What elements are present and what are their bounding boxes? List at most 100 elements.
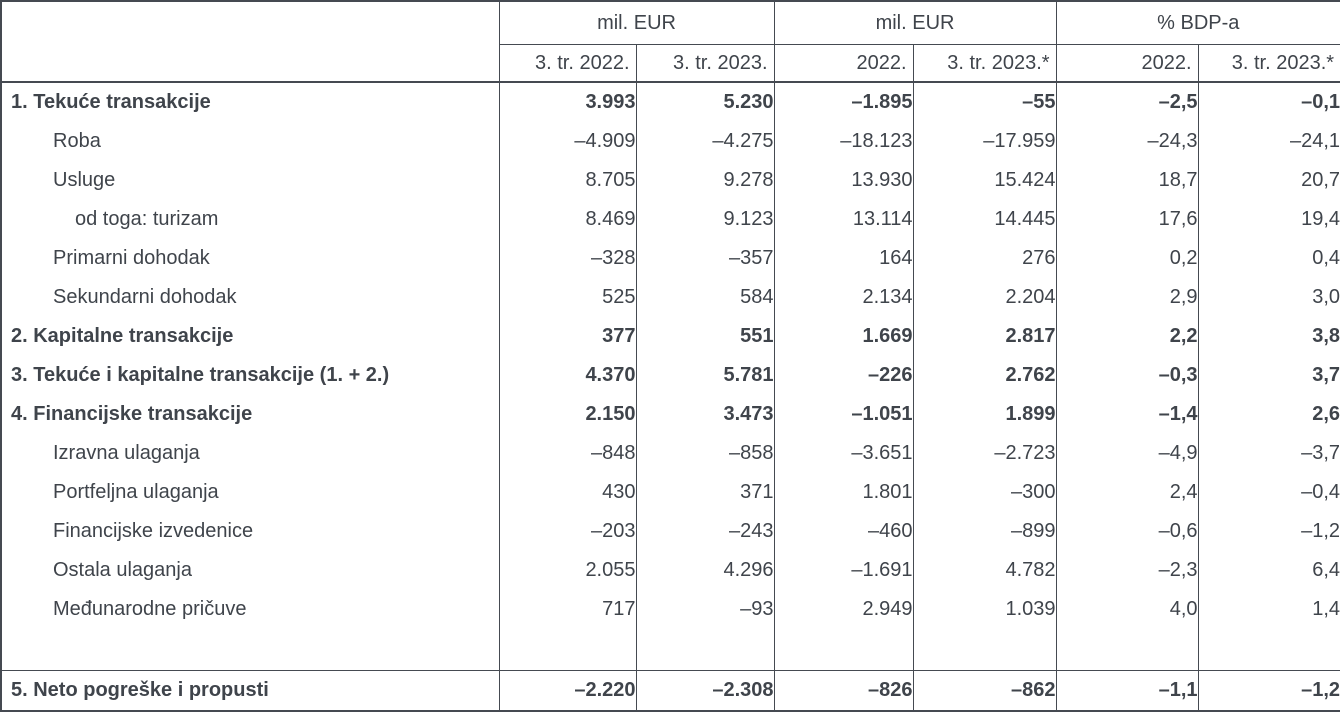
value-cell: 8.705 [498,161,636,200]
value-cell: 3.993 [498,82,636,122]
table-row [1,629,1340,671]
value-cell: –2.220 [498,670,636,711]
value-cell: –1,2 [1197,512,1340,551]
value-cell: 584 [635,278,775,317]
value-cell: 2,2 [1055,317,1199,356]
value-cell: –3,7 [1197,434,1340,473]
value-cell: 2,9 [1055,278,1199,317]
row-label [1,629,499,671]
value-cell: –862 [912,670,1057,711]
value-cell: –300 [912,473,1057,512]
value-cell [773,629,914,671]
value-cell: 3,0 [1197,278,1340,317]
value-cell: –1,1 [1055,670,1199,711]
value-cell: –1.051 [773,395,914,434]
value-cell: 5.781 [635,356,775,395]
value-cell: –18.123 [773,122,914,161]
value-cell: 18,7 [1055,161,1199,200]
value-cell: 1.669 [773,317,914,356]
value-cell: 0,4 [1197,239,1340,278]
value-cell: 8.469 [498,200,636,239]
value-cell: –55 [912,82,1057,122]
value-cell: 2,4 [1055,473,1199,512]
row-label: Sekundarni dohodak [53,286,237,308]
value-cell: –1,4 [1055,395,1199,434]
table-row: Usluge 8.705 9.278 13.930 15.424 18,7 20… [1,161,1340,200]
row-label: Primarni dohodak [53,247,210,269]
value-cell: 4.370 [498,356,636,395]
value-cell: –4,9 [1055,434,1199,473]
table-row: Roba –4.909 –4.275 –18.123 –17.959 –24,3… [1,122,1340,161]
table-row: Ostala ulaganja 2.055 4.296 –1.691 4.782… [1,551,1340,590]
value-cell [912,629,1057,671]
table-row: Sekundarni dohodak 525 584 2.134 2.204 2… [1,278,1340,317]
value-cell: –0,4 [1197,473,1340,512]
table-row: Međunarodne pričuve 717 –93 2.949 1.039 … [1,590,1340,629]
value-cell: 1.039 [912,590,1057,629]
value-cell: 276 [912,239,1057,278]
value-cell: 430 [498,473,636,512]
table-row: Financijske izvedenice –203 –243 –460 –8… [1,512,1340,551]
value-cell: 15.424 [912,161,1057,200]
row-label: Izravna ulaganja [53,442,200,464]
subheader-q3-2023-star-pct-bdp: 3. tr. 2023.* [1197,44,1340,83]
value-cell: 2.204 [912,278,1057,317]
value-cell: –2,3 [1055,551,1199,590]
header-group-mil-eur-cumulative: mil. EUR [773,1,1057,45]
subheader-2022-mil-eur: 2022. [773,44,914,83]
row-label: Portfeljna ulaganja [53,481,219,503]
value-cell: 4.296 [635,551,775,590]
value-cell: 17,6 [1055,200,1199,239]
value-cell: 2.150 [498,395,636,434]
value-cell: –0,3 [1055,356,1199,395]
table-row: 2. Kapitalne transakcije 377 551 1.669 2… [1,317,1340,356]
value-cell: 3,8 [1197,317,1340,356]
table-row: 1. Tekuće transakcije 3.993 5.230 –1.895… [1,82,1340,122]
header-subheader-row: 3. tr. 2022. 3. tr. 2023. 2022. 3. tr. 2… [1,44,1340,83]
value-cell: –2.723 [912,434,1057,473]
value-cell: –2.308 [635,670,775,711]
value-cell: –24,3 [1055,122,1199,161]
value-cell: –226 [773,356,914,395]
value-cell: 164 [773,239,914,278]
subheader-2022-pct-bdp: 2022. [1055,44,1199,83]
row-label: Ostala ulaganja [53,559,192,581]
value-cell: 551 [635,317,775,356]
value-cell: 377 [498,317,636,356]
header-group-mil-eur-quarter: mil. EUR [498,1,775,45]
value-cell: 2.949 [773,590,914,629]
row-label: Međunarodne pričuve [53,598,247,620]
row-label: 4. Financijske transakcije [11,403,253,425]
table-row: 5. Neto pogreške i propusti –2.220 –2.30… [1,670,1340,711]
value-cell: 717 [498,590,636,629]
value-cell: –203 [498,512,636,551]
value-cell: 4,0 [1055,590,1199,629]
value-cell: 5.230 [635,82,775,122]
value-cell: –4.275 [635,122,775,161]
value-cell [635,629,775,671]
value-cell: 2.055 [498,551,636,590]
row-label: Financijske izvedenice [53,520,254,542]
value-cell: 9.278 [635,161,775,200]
value-cell: –328 [498,239,636,278]
row-label: 3. Tekuće i kapitalne transakcije (1. + … [11,364,390,386]
value-cell: 9.123 [635,200,775,239]
value-cell: –2,5 [1055,82,1199,122]
row-label: Usluge [53,169,116,191]
value-cell: 1.801 [773,473,914,512]
value-cell: –357 [635,239,775,278]
value-cell: –460 [773,512,914,551]
value-cell: –826 [773,670,914,711]
subheader-q3-2022: 3. tr. 2022. [498,44,636,83]
value-cell: 2.762 [912,356,1057,395]
value-cell: 4.782 [912,551,1057,590]
value-cell: –1,2 [1197,670,1340,711]
value-cell: –0,1 [1197,82,1340,122]
subheader-q3-2023-star-mil-eur: 3. tr. 2023.* [912,44,1057,83]
value-cell: 20,7 [1197,161,1340,200]
value-cell: –0,6 [1055,512,1199,551]
value-cell [1055,629,1199,671]
value-cell: –1.691 [773,551,914,590]
value-cell: –3.651 [773,434,914,473]
